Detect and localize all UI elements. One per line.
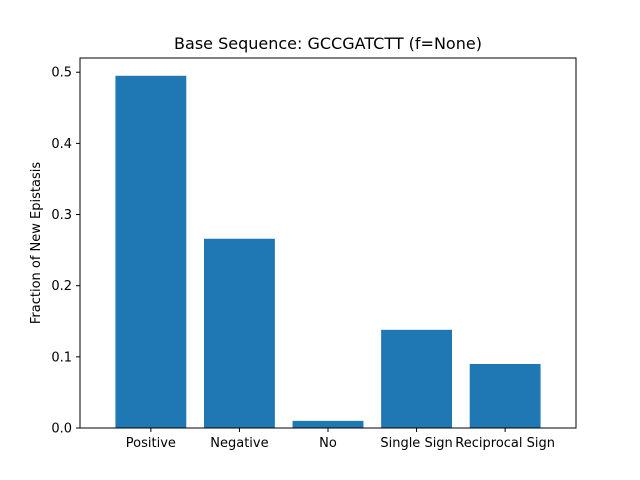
x-axis-ticks: Positive Negative No Single Sign Reciprocal … xyxy=(126,428,555,451)
bar-single-sign xyxy=(381,329,452,428)
bar-reciprocal-sign xyxy=(469,363,541,428)
bars-group xyxy=(115,75,541,429)
x-tick-label: Negative xyxy=(210,436,268,451)
chart-title: Base Sequence: GCCGATCTT (f=None) xyxy=(174,34,482,53)
plot-frame xyxy=(79,57,577,429)
y-axis-ticks: 0.0 0.1 0.2 0.3 0.4 0.5 xyxy=(51,66,80,437)
x-tick-label: Positive xyxy=(126,436,176,451)
y-tick-label: 0.1 xyxy=(51,350,72,365)
y-tick-label: 0.5 xyxy=(51,66,72,81)
bar-positive xyxy=(115,75,187,429)
bar-negative xyxy=(204,238,275,428)
y-tick-label: 0.4 xyxy=(51,137,72,152)
x-tick-label: Single Sign xyxy=(380,436,452,451)
x-tick-label: Reciprocal Sign xyxy=(455,436,555,451)
y-tick-label: 0.3 xyxy=(51,208,72,223)
y-tick-label: 0.2 xyxy=(51,279,72,294)
x-tick-label: No xyxy=(319,436,337,451)
bar-no xyxy=(292,420,364,428)
y-axis-label: Fraction of New Epistasis xyxy=(29,162,44,324)
y-tick-label: 0.0 xyxy=(51,422,72,437)
